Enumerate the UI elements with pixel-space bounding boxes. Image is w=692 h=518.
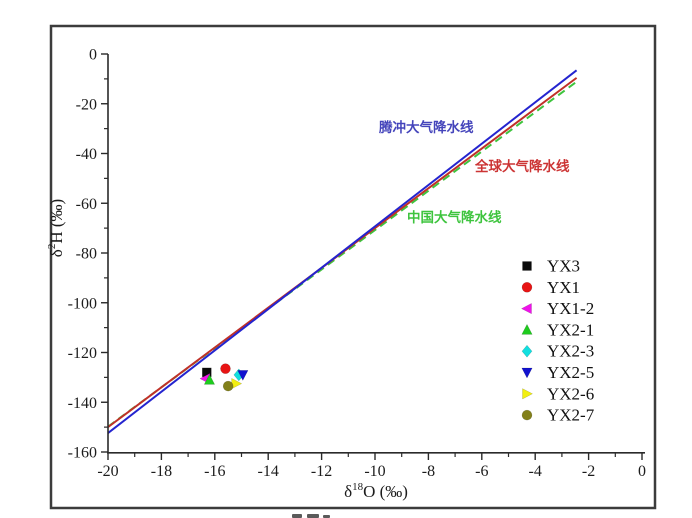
x-tick-label: -18 [151,463,172,480]
meteoric-line-label: 中国大气降水线 [407,209,502,225]
x-axis-title-superscript: 18 [352,481,364,493]
y-axis-title-rest: H (‰) [47,199,66,244]
x-tick-label: -10 [364,463,385,480]
y-tick-label: 0 [89,47,97,64]
y-tick-label: -80 [76,246,97,263]
x-tick-label: -20 [97,463,118,480]
x-axis-title-rest: O (‰) [363,482,408,501]
legend-item-YX1-2: YX1-2 [520,299,594,318]
legend-item-YX2-3: YX2-3 [521,342,594,361]
y-tick-label: -160 [68,445,97,462]
y-tick-label: -120 [68,345,97,362]
legend-marker-YX3 [522,261,532,271]
x-axis-title: δ18O (‰) [344,481,408,501]
x-tick-label: -12 [311,463,332,480]
legend-label-YX2-5: YX2-5 [547,363,594,382]
cropped-caption-remnant [307,514,319,518]
point-YX2-1 [203,373,216,385]
point-YX2-7 [222,380,234,392]
x-tick-label: -16 [204,463,225,480]
legend-marker-YX1 [521,282,533,293]
legend-label-YX3: YX3 [547,257,580,276]
legend-label-YX2-7: YX2-7 [547,406,595,425]
legend-item-YX1: YX1 [521,278,580,297]
x-tick-label: -14 [258,463,279,480]
axis-ticks: -20 -18 -16 -14 -12 -10 -8 -6 -4 -2 00-20-40-60-80… [68,47,646,481]
figure-frame [49,24,657,510]
legend-label-YX2-1: YX2-1 [547,320,594,339]
legend-marker-YX2-3 [521,344,533,358]
y-tick-label: -100 [68,295,97,312]
meteoric-lines [107,69,578,434]
legend-item-YX2-6: YX2-6 [522,384,594,403]
x-tick-label: -2 [582,463,595,480]
y-tick-label: -40 [76,146,97,163]
legend-label-YX1: YX1 [547,278,580,297]
legend-item-YX3: YX3 [522,257,580,276]
legend-marker-YX2-1 [521,323,533,335]
point-YX1 [220,363,231,374]
cropped-caption-remnant [292,514,302,518]
y-tick-label: -20 [76,96,97,113]
legend-item-YX2-1: YX2-1 [521,320,594,339]
x-axis-title-delta: δ [344,482,352,501]
x-tick-label: -6 [475,463,488,480]
data-points [199,363,249,392]
x-tick-label: -4 [529,463,542,480]
point-YX2-5 [237,370,249,381]
legend-label-YX2-6: YX2-6 [547,384,594,403]
legend-marker-YX2-5 [521,367,533,379]
x-tick-label: -8 [422,463,435,480]
legend-marker-YX1-2 [520,302,532,315]
y-axis-title-superscript: 2 [46,244,58,250]
meteoric-line [107,69,578,434]
legend-label-YX1-2: YX1-2 [547,299,594,318]
y-axis-title-delta: δ [47,249,66,257]
meteoric-line-label: 腾冲大气降水线 [379,119,474,135]
legend-item-YX2-5: YX2-5 [521,363,594,382]
legend-item-YX2-7: YX2-7 [521,406,595,425]
legend: YX3 YX1 YX1-2 YX2-1 YX2-3 YX2-5 YX2-6 YX2-7 [520,257,595,425]
cropped-caption-remnant [323,515,330,518]
y-axis-title: δ2H (‰) [46,199,66,257]
legend-label-YX2-3: YX2-3 [547,342,594,361]
legend-marker-YX2-6 [522,388,534,400]
y-tick-label: -60 [76,196,97,213]
legend-marker-YX2-7 [521,409,533,421]
x-tick-label: 0 [638,463,646,480]
line-annotations: 中国大气降水线 全球大气降水线 腾冲大气降水线 [379,119,570,225]
y-tick-label: -140 [68,395,97,412]
meteoric-line-label: 全球大气降水线 [474,158,570,174]
